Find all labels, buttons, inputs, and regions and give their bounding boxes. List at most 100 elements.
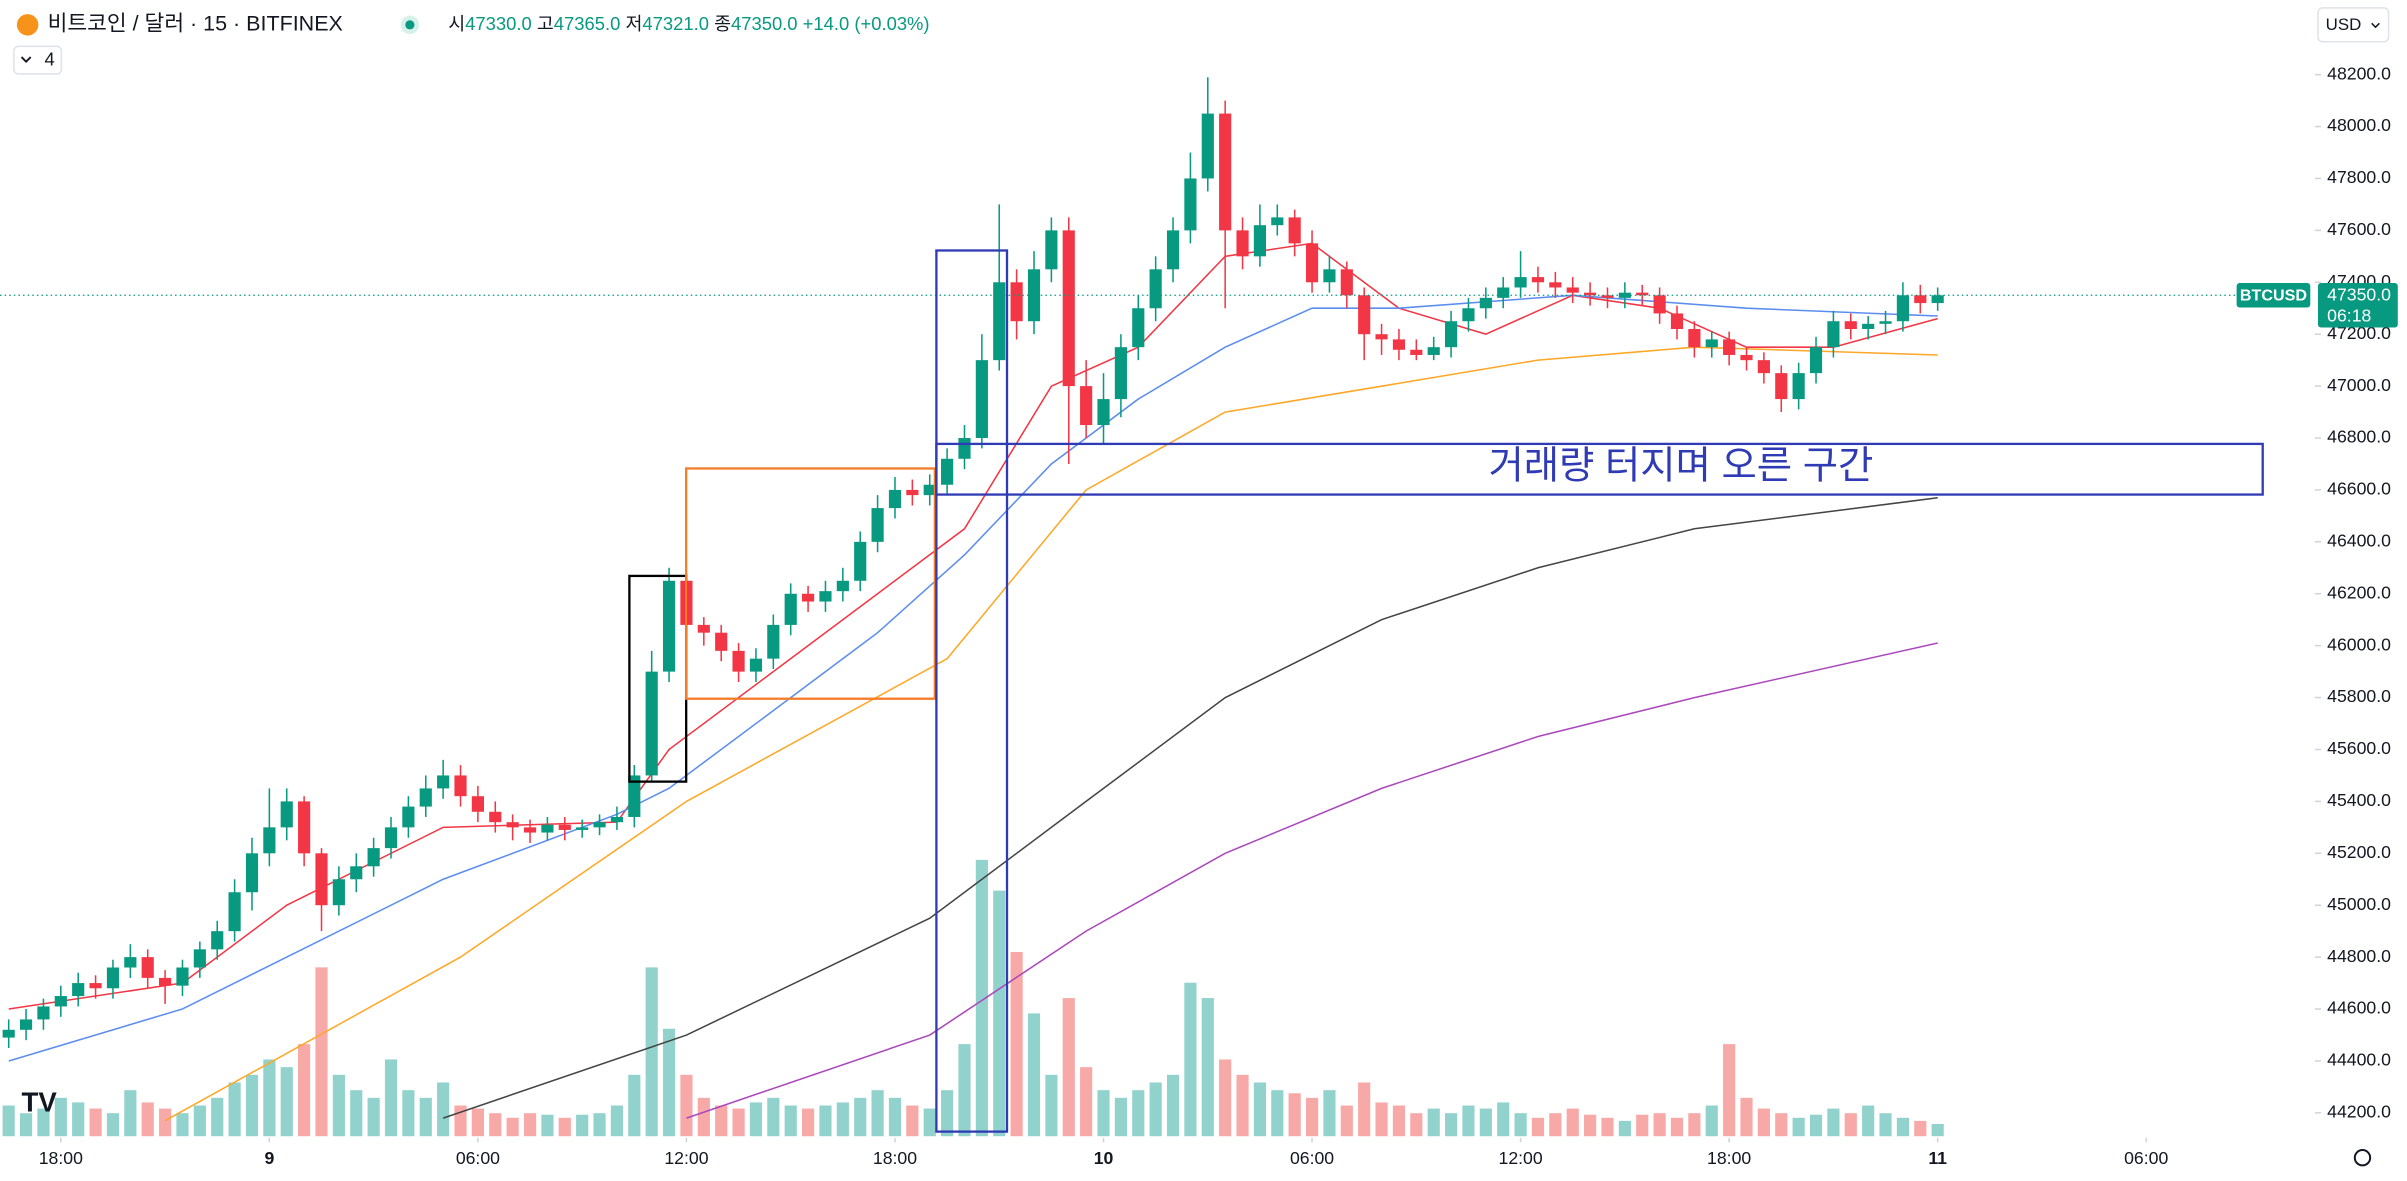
x-tick-label: 06:00: [1290, 1148, 1334, 1168]
candle-body: [54, 996, 67, 1007]
candle-body: [1584, 292, 1597, 296]
volume-bar: [541, 1114, 554, 1137]
candle-body: [454, 775, 467, 797]
volume-bar: [1132, 1090, 1145, 1137]
candle-body: [506, 822, 519, 828]
y-tick-label: 46400.0: [2327, 530, 2391, 550]
volume-bar: [1844, 1113, 1857, 1137]
candle-body: [193, 949, 206, 968]
candle-body: [159, 977, 172, 986]
currency: USD: [2326, 15, 2362, 34]
volume-bar: [367, 1097, 380, 1137]
candle-body: [1618, 292, 1631, 298]
candle-body: [1097, 399, 1110, 426]
y-tick-label: 45000.0: [2327, 894, 2391, 914]
candle-body: [1775, 373, 1788, 400]
volume-bar: [1288, 1093, 1301, 1137]
symbol-tag-label: BTCUSD: [2240, 286, 2307, 304]
y-tick-label: 45200.0: [2327, 842, 2391, 862]
volume-bar: [1375, 1102, 1388, 1137]
candle-body: [1914, 295, 1927, 304]
x-tick-label: 9: [264, 1148, 274, 1168]
volume-bar: [228, 1082, 241, 1137]
change: +14.0 (+0.03%): [803, 13, 930, 34]
candle-body: [1323, 269, 1336, 283]
y-tick-label: 45800.0: [2327, 686, 2391, 706]
volume-bar: [802, 1108, 815, 1137]
volume-bar: [193, 1105, 206, 1137]
volume-bar: [1792, 1117, 1805, 1137]
settings-icon[interactable]: [2353, 1149, 2372, 1167]
volume-bar: [1305, 1097, 1319, 1137]
candle-body: [471, 796, 484, 812]
y-tick-label: 47800.0: [2327, 167, 2391, 187]
volume-bar: [662, 1028, 676, 1137]
volume-bar: [645, 967, 658, 1137]
moving-average: [8, 294, 1938, 1062]
candle-body: [662, 580, 676, 672]
volume-bar: [941, 1090, 954, 1137]
volume-bar: [263, 1059, 276, 1137]
volume-bar: [419, 1097, 432, 1137]
candle-body: [89, 983, 102, 989]
volume-bar: [141, 1102, 154, 1137]
volume-bar: [1149, 1082, 1162, 1137]
annotation-text: 거래량 터지며 오른 구간: [1488, 445, 1873, 488]
volume-bar: [1080, 1067, 1093, 1137]
volume-bar: [993, 890, 1006, 1137]
x-tick-label: 10: [1094, 1148, 1114, 1168]
volume-bar: [19, 1113, 33, 1137]
symbol-title: 비트코인 / 달러 · 15 · BITFINEX: [48, 11, 343, 35]
volume-bar: [1549, 1113, 1562, 1137]
status-dot: [405, 20, 415, 30]
candle-body: [610, 816, 624, 823]
candle-body: [1392, 339, 1406, 350]
volume-bar: [1010, 952, 1023, 1137]
volume-bar: [558, 1117, 571, 1137]
candle-body: [384, 827, 398, 849]
volume-bar: [106, 1113, 120, 1137]
candle-body: [1201, 113, 1214, 179]
candle-body: [228, 892, 241, 932]
volume-bar: [1618, 1120, 1631, 1137]
countdown: 06:18: [2327, 305, 2371, 325]
candle-body: [1792, 373, 1805, 400]
y-tick-label: 48000.0: [2327, 115, 2391, 135]
annotation-box: [935, 249, 1009, 1133]
ohlc-label: 저: [625, 13, 642, 34]
candle-body: [141, 957, 154, 978]
volume-bar: [315, 967, 328, 1137]
candle-body: [298, 801, 311, 854]
candle-body: [1219, 113, 1232, 231]
volume-bar: [593, 1113, 606, 1137]
chevron-icon: [2371, 22, 2380, 29]
volume-bar: [906, 1105, 919, 1137]
volume-bar: [697, 1097, 710, 1137]
volume-bar: [1566, 1108, 1579, 1137]
currency-button[interactable]: [2317, 7, 2390, 43]
candle-body: [645, 671, 658, 776]
candle-body: [1149, 269, 1162, 309]
indicators-toggle[interactable]: [13, 45, 63, 75]
candle-body: [558, 824, 571, 830]
volume-bar: [437, 1082, 450, 1137]
x-tick-label: 11: [1928, 1148, 1947, 1168]
candle-body: [1062, 230, 1075, 387]
x-tick-label: 12:00: [664, 1148, 708, 1168]
volume-bar: [1427, 1108, 1440, 1137]
candle-body: [124, 957, 137, 968]
volume-bar: [1392, 1105, 1406, 1137]
volume-bar: [280, 1067, 293, 1137]
candle-body: [1114, 347, 1127, 400]
volume-bar: [1757, 1108, 1770, 1137]
volume-bar: [1740, 1097, 1753, 1137]
candle-body: [1549, 282, 1562, 288]
volume-bar: [1045, 1074, 1058, 1137]
candle-body: [1844, 321, 1857, 330]
candle-body: [1166, 230, 1180, 270]
volume-bar: [871, 1090, 884, 1137]
candle-body: [749, 658, 763, 672]
candle-body: [523, 827, 537, 833]
candle-body: [1271, 217, 1284, 226]
candle-body: [1184, 178, 1197, 231]
